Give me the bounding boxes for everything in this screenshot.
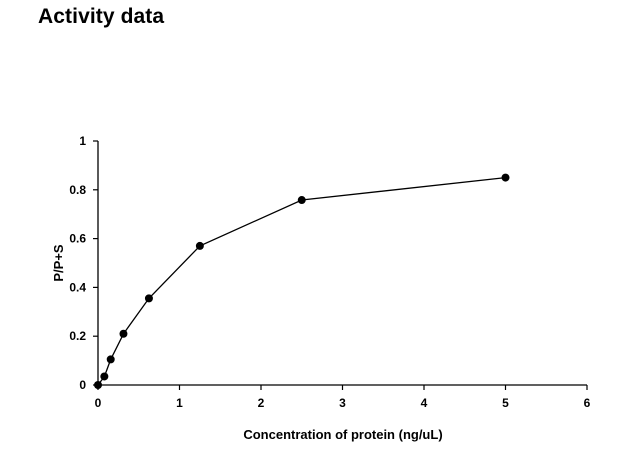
x-tick-label: 2 [258,396,265,410]
x-tick-label: 3 [339,396,346,410]
y-axis-ticks: 0 0.2 0.4 0.6 0.8 1 [69,134,98,392]
y-axis-label: P/P+S [51,244,66,282]
x-axis-label: Concentration of protein (ng/uL) [243,427,442,442]
y-tick-label: 0.4 [69,280,86,294]
x-tick-label: 4 [421,396,428,410]
data-point [144,294,153,303]
y-tick-label: 0.8 [69,183,86,197]
y-tick-label: 0.6 [69,232,86,246]
x-tick-label: 0 [95,396,102,410]
x-tick-label: 6 [584,396,591,410]
x-tick-label: 5 [502,396,509,410]
series-line [97,176,506,386]
data-point [94,381,102,389]
data-point [297,196,306,205]
x-tick-label: 1 [176,396,183,410]
data-point [501,173,510,182]
x-axis-ticks: 0 1 2 3 4 5 6 [95,385,591,410]
y-tick-label: 0.2 [69,329,86,343]
chart-series [94,173,510,389]
data-point [100,372,109,381]
data-point [195,241,204,250]
chart-axes [97,141,587,386]
y-tick-label: 0 [79,378,86,392]
y-tick-label: 1 [79,134,86,148]
page-title: Activity data [38,5,165,28]
data-point [106,355,115,364]
data-point [119,329,128,338]
